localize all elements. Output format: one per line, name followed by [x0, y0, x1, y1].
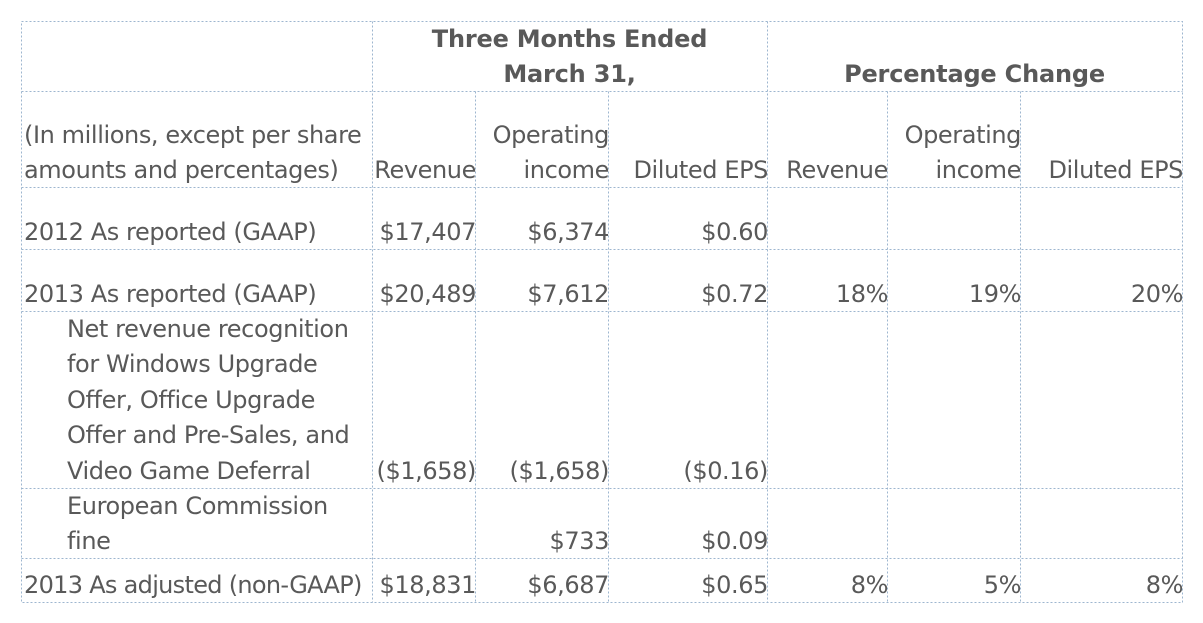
column-operating-line1: Operating: [492, 121, 610, 149]
row-label-line: Offer, Office Upgrade: [67, 386, 315, 414]
cell-pct-diluted-eps: 20%: [1130, 280, 1184, 308]
header-percentage-change: Percentage Change: [844, 60, 1105, 88]
column-pct-operating-line2: income: [935, 156, 1021, 184]
row-label-line: Net revenue recognition: [67, 315, 349, 343]
row-label-line: Offer and Pre-Sales, and: [67, 421, 350, 449]
cell-operating-income: $7,612: [527, 280, 609, 308]
column-diluted-eps: Diluted EPS: [633, 156, 768, 184]
cell-diluted-eps: $0.60: [701, 218, 768, 246]
cell-pct-operating-income: 5%: [983, 571, 1022, 599]
column-operating-line2: income: [523, 156, 609, 184]
cell-diluted-eps: $0.72: [701, 280, 768, 308]
cell-revenue: $20,489: [379, 280, 477, 308]
column-pct-diluted-eps: Diluted EPS: [1048, 156, 1183, 184]
cell-diluted-eps: $0.65: [701, 571, 768, 599]
cell-pct-diluted-eps: 8%: [1145, 571, 1184, 599]
cell-revenue: $18,831: [379, 571, 477, 599]
row-label-line: Video Game Deferral: [67, 457, 311, 485]
cell-pct-revenue: 8%: [850, 571, 889, 599]
column-pct-operating-line1: Operating: [904, 121, 1022, 149]
row-label-line: European Commission: [67, 492, 328, 520]
row-label: 2012 As reported (GAAP): [24, 218, 317, 246]
column-revenue: Revenue: [374, 156, 476, 184]
header-three-months-line2: March 31,: [503, 60, 636, 88]
cell-revenue: $17,407: [379, 218, 477, 246]
cell-diluted-eps: ($0.16): [683, 457, 768, 485]
cell-operating-income: ($1,658): [509, 457, 609, 485]
row-label-line: fine: [67, 527, 111, 555]
cell-diluted-eps: $0.09: [701, 527, 768, 555]
cell-pct-operating-income: 19%: [968, 280, 1022, 308]
header-three-months-line1: Three Months Ended: [431, 25, 708, 53]
column-pct-revenue: Revenue: [786, 156, 888, 184]
cell-pct-revenue: 18%: [835, 280, 889, 308]
column-desc-line1: (In millions, except per share: [24, 121, 362, 149]
row-label: 2013 As reported (GAAP): [24, 280, 317, 308]
cell-operating-income: $733: [549, 527, 610, 555]
row-label-line: for Windows Upgrade: [67, 350, 318, 378]
cell-operating-income: $6,687: [527, 571, 609, 599]
cell-operating-income: $6,374: [527, 218, 609, 246]
cell-revenue: ($1,658): [376, 457, 476, 485]
column-desc-line2: amounts and percentages): [24, 156, 339, 184]
row-label: 2013 As adjusted (non-GAAP): [24, 571, 362, 599]
